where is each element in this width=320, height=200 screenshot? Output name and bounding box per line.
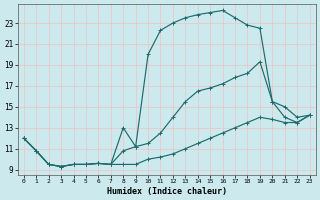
X-axis label: Humidex (Indice chaleur): Humidex (Indice chaleur) xyxy=(107,187,227,196)
